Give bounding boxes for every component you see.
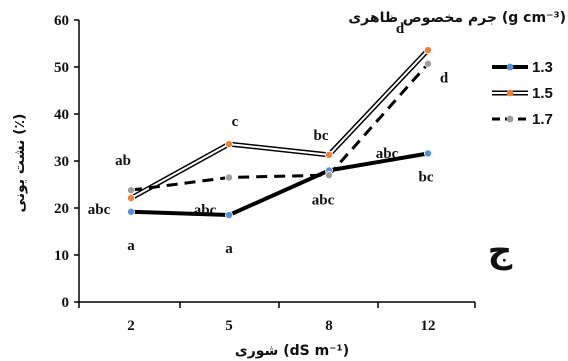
legend-label-1.7: 1.7	[532, 111, 553, 128]
y-tick-label: 40	[54, 107, 69, 123]
data-point-1.7	[127, 186, 136, 195]
y-axis-title: نشت یونی (٪)	[12, 114, 28, 213]
data-point-1.7	[324, 171, 333, 180]
significance-letter: d	[440, 71, 449, 87]
significance-letter: a	[127, 238, 135, 254]
series-line-1.7	[130, 62, 430, 192]
significance-letters: a a abc bc abc c bc d ab abc abc d	[88, 21, 449, 257]
significance-letter: abc	[376, 146, 399, 162]
significance-letter: bc	[314, 128, 329, 144]
data-point-1.7	[224, 173, 233, 182]
x-ticks: 2 5 8 12	[78, 302, 476, 334]
x-tick-label: 12	[421, 318, 436, 334]
significance-letter: c	[232, 114, 239, 130]
data-point-1.3	[423, 149, 432, 158]
significance-letter: abc	[312, 192, 335, 208]
data-point-1.3	[127, 207, 136, 216]
series-layer	[127, 46, 432, 220]
y-tick-label: 60	[54, 13, 69, 29]
x-tick-label: 5	[225, 318, 233, 334]
y-tick-label: 30	[54, 154, 69, 170]
legend-marker-1.7	[506, 115, 514, 123]
series-line-1.3	[130, 151, 429, 218]
data-point-1.5	[127, 194, 136, 203]
data-point-1.5	[224, 140, 233, 149]
series-line-inner-1.5	[130, 49, 429, 200]
legend-title: جرم مخصوص ظاهری (g cm⁻³)	[348, 10, 566, 26]
significance-letter: bc	[419, 169, 434, 185]
panel-label: ج	[488, 231, 513, 271]
x-axis-title: شوری (dS m⁻¹)	[235, 343, 349, 359]
data-point-1.5	[423, 46, 432, 55]
data-point-1.3	[224, 211, 233, 220]
y-tick-label: 20	[54, 201, 69, 217]
significance-letter: a	[225, 241, 233, 257]
x-tick-label: 8	[325, 318, 333, 334]
significance-letter: abc	[194, 202, 217, 218]
legend-marker-1.5	[506, 89, 514, 97]
significance-letter: d	[396, 21, 405, 37]
y-tick-label: 0	[62, 295, 70, 311]
x-tick-label: 2	[127, 318, 135, 334]
significance-letter: abc	[88, 202, 111, 218]
y-ticks: 0 10 20 30 40 50 60	[54, 13, 79, 311]
y-tick-label: 50	[54, 60, 69, 76]
data-point-1.7	[423, 59, 432, 68]
y-tick-label: 10	[54, 248, 69, 264]
legend-label-1.5: 1.5	[532, 85, 553, 102]
significance-letter: ab	[115, 153, 131, 169]
data-point-1.5	[324, 150, 333, 159]
legend-marker-1.3	[506, 63, 514, 71]
legend-label-1.3: 1.3	[532, 59, 553, 76]
legend: 1.3 1.5 1.7	[492, 59, 553, 128]
